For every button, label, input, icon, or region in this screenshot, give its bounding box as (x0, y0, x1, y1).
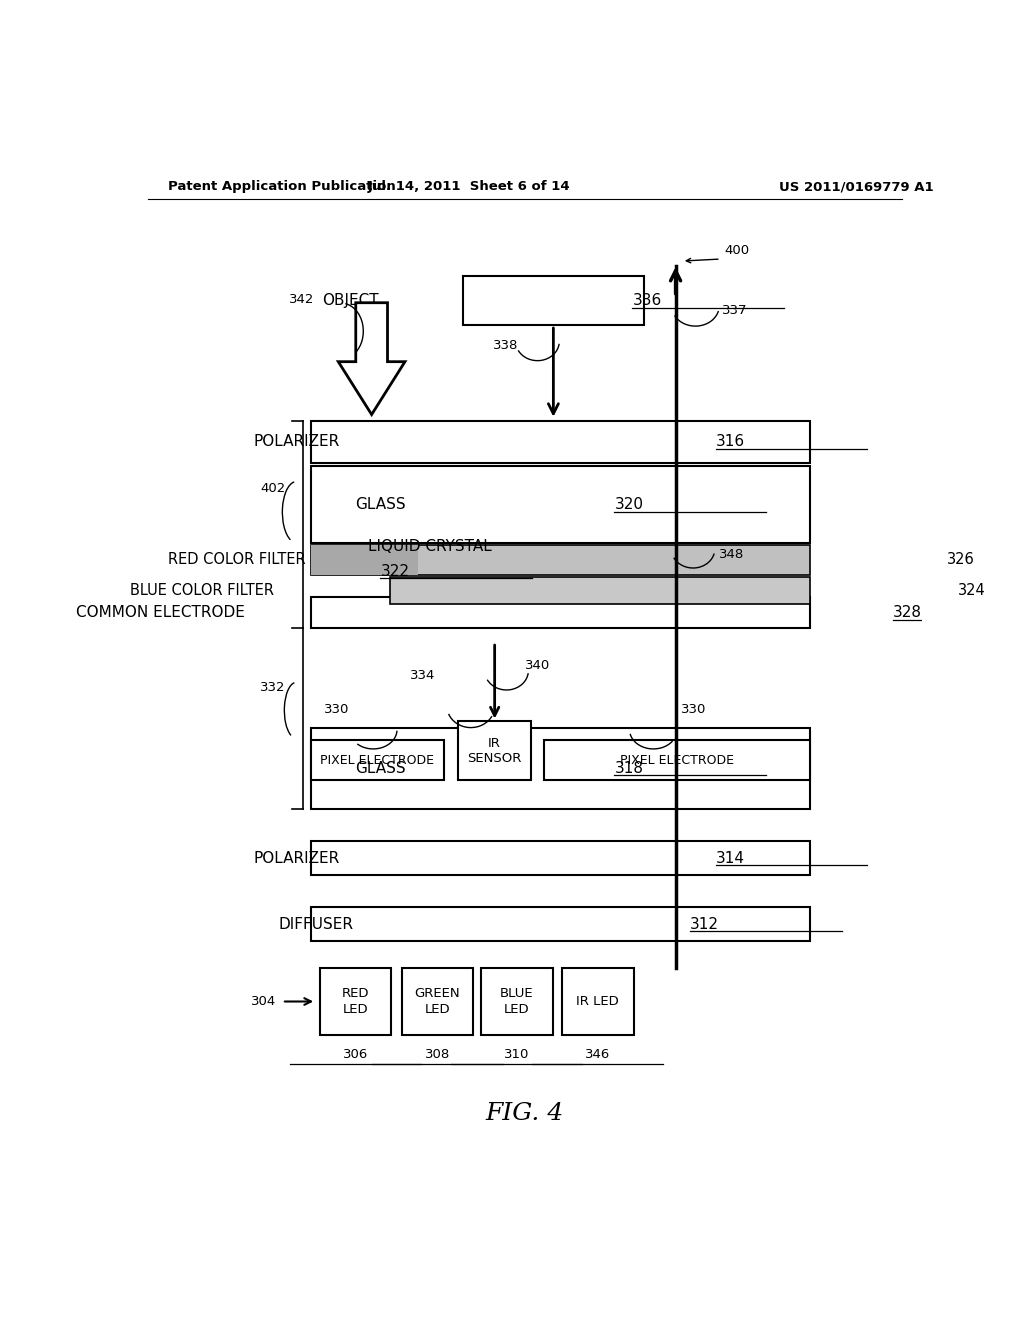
Text: PIXEL ELECTRODE: PIXEL ELECTRODE (621, 754, 734, 767)
Text: 342: 342 (289, 293, 314, 306)
Bar (562, 969, 634, 1035)
Text: 306: 306 (343, 1048, 369, 1061)
Text: IR
SENSOR: IR SENSOR (467, 737, 522, 766)
Text: 338: 338 (494, 339, 518, 352)
Text: 332: 332 (260, 681, 286, 694)
Text: FIG. 4: FIG. 4 (485, 1102, 564, 1126)
Text: 337: 337 (722, 305, 748, 317)
Bar (310, 598, 811, 628)
Text: Patent Application Publication: Patent Application Publication (168, 181, 395, 193)
Text: POLARIZER: POLARIZER (254, 850, 340, 866)
Text: BLUE COLOR FILTER: BLUE COLOR FILTER (130, 583, 273, 598)
Bar (321, 969, 391, 1035)
Text: 308: 308 (425, 1048, 451, 1061)
Text: US 2011/0169779 A1: US 2011/0169779 A1 (778, 181, 934, 193)
Text: GLASS: GLASS (354, 498, 406, 512)
Text: 400: 400 (725, 244, 750, 257)
Text: 330: 330 (324, 702, 349, 715)
Bar (310, 421, 811, 463)
Text: RED
LED: RED LED (342, 987, 370, 1016)
Text: 312: 312 (690, 917, 719, 932)
Bar (310, 545, 418, 576)
Bar (463, 276, 644, 325)
Text: 346: 346 (585, 1048, 610, 1061)
Text: IR LED: IR LED (577, 995, 620, 1008)
Text: DIFFUSER: DIFFUSER (279, 917, 354, 932)
Bar (310, 727, 811, 809)
Polygon shape (338, 302, 404, 414)
Bar (390, 577, 811, 603)
Bar (310, 841, 811, 875)
Text: 314: 314 (716, 850, 744, 866)
Text: 304: 304 (251, 995, 276, 1008)
Text: 330: 330 (681, 702, 707, 715)
Bar (310, 907, 811, 941)
Bar (544, 739, 811, 780)
Text: GLASS: GLASS (354, 760, 406, 776)
Text: 316: 316 (716, 434, 744, 450)
Text: 318: 318 (614, 760, 643, 776)
Bar (310, 466, 811, 543)
Bar (481, 969, 553, 1035)
Text: 334: 334 (410, 669, 435, 682)
Bar (310, 545, 811, 576)
Text: 340: 340 (524, 659, 550, 672)
Text: 310: 310 (504, 1048, 529, 1061)
Bar (310, 739, 443, 780)
Text: 402: 402 (261, 482, 286, 495)
Text: 336: 336 (633, 293, 662, 308)
Bar (458, 722, 531, 780)
Text: COMMON ELECTRODE: COMMON ELECTRODE (77, 606, 245, 620)
Text: GREEN
LED: GREEN LED (415, 987, 461, 1016)
Text: 328: 328 (893, 606, 922, 620)
Text: 322: 322 (380, 564, 410, 578)
Text: 326: 326 (947, 552, 975, 568)
Text: LIQUID CRYSTAL: LIQUID CRYSTAL (368, 539, 492, 554)
Text: BLUE
LED: BLUE LED (500, 987, 534, 1016)
Text: Jul. 14, 2011  Sheet 6 of 14: Jul. 14, 2011 Sheet 6 of 14 (368, 181, 570, 193)
Text: 320: 320 (614, 498, 643, 512)
Text: 348: 348 (719, 548, 744, 561)
Text: RED COLOR FILTER: RED COLOR FILTER (168, 552, 305, 568)
Text: POLARIZER: POLARIZER (254, 434, 340, 450)
Text: OBJECT: OBJECT (323, 293, 379, 308)
Text: 324: 324 (957, 583, 985, 598)
Bar (401, 969, 473, 1035)
Text: PIXEL ELECTRODE: PIXEL ELECTRODE (321, 754, 434, 767)
